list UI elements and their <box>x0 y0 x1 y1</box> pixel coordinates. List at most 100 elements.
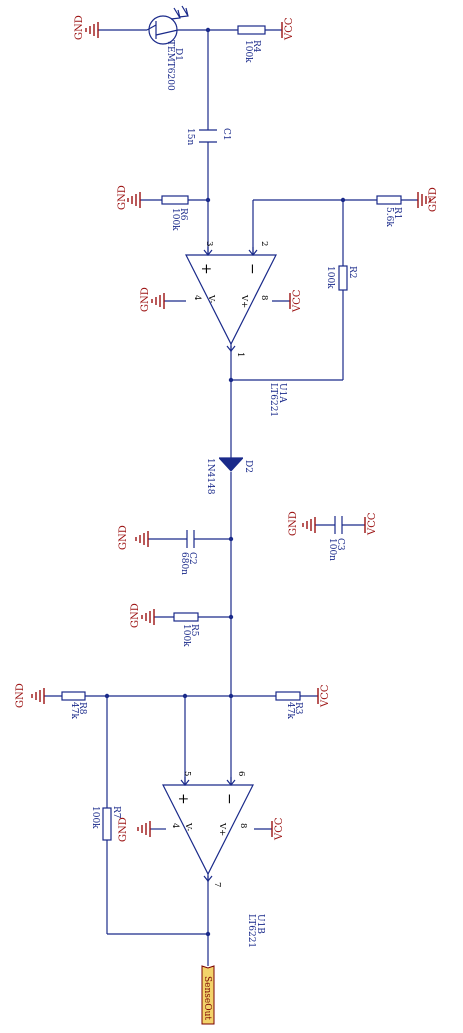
u1a-pin-out: 1 <box>235 352 245 357</box>
d2-diode: D2 1N4148 <box>205 457 253 495</box>
r2-resistor: R2 100k <box>325 265 357 291</box>
c2-capacitor: C2 680n <box>179 530 197 575</box>
vcc-label: VCC <box>274 817 285 841</box>
gnd-d1: GND <box>74 15 99 40</box>
r7-value: 100k <box>90 806 100 829</box>
u1a-ref: U1A <box>277 383 287 403</box>
u1b-pin-minus: 6 <box>236 771 246 776</box>
r8-value: 47k <box>69 702 79 719</box>
r2-value: 100k <box>325 266 335 289</box>
vcc-c3: VCC <box>364 512 378 536</box>
junction-dot <box>228 536 234 542</box>
u1b-plus-sign: + <box>175 793 191 805</box>
r8-resistor: R8 47k <box>61 691 87 719</box>
junction-dot <box>104 693 110 699</box>
gnd-u1a: GND <box>140 287 186 312</box>
u1b-ref: U1B <box>255 914 265 934</box>
vcc-u1a: VCC <box>272 289 303 313</box>
senseout-port: SenseOut <box>201 965 215 1025</box>
c1-capacitor: C1 15n <box>185 128 231 145</box>
u1b-pin-plus: 5 <box>182 771 192 776</box>
u1b-vneg-label: V- <box>183 822 193 831</box>
gnd-label: GND <box>130 603 141 628</box>
r3-resistor: R3 47k <box>275 691 303 719</box>
r6-ref: R6 <box>178 208 188 221</box>
r5-resistor: R5 100k <box>173 612 199 647</box>
u1a-minus-sign: − <box>244 263 260 275</box>
vcc-u1b: VCC <box>254 817 285 841</box>
gnd-label: GND <box>288 511 299 536</box>
r4-ref: R4 <box>251 40 261 53</box>
r2-ref: R2 <box>347 266 357 279</box>
gnd-label: GND <box>15 683 26 708</box>
vcc-label: VCC <box>320 684 331 708</box>
u1a-part: LT6221 <box>268 383 278 417</box>
c2-value: 680n <box>179 552 189 575</box>
u1a-vpos-label: V+ <box>239 294 249 308</box>
u1b-part: LT6221 <box>246 914 256 948</box>
vcc-r4: VCC <box>281 17 295 41</box>
vcc-label: VCC <box>284 17 295 41</box>
junction-dot <box>228 377 234 383</box>
gnd-label: GND <box>428 187 439 212</box>
r8-ref: R8 <box>77 702 87 715</box>
junction-dot <box>228 693 234 699</box>
r1-value: 5.6k <box>384 207 394 227</box>
gnd-u1b: GND <box>118 817 166 842</box>
gnd-label: GND <box>117 185 128 210</box>
r7-resistor: R7 100k <box>90 806 121 841</box>
d2-ref: D2 <box>243 460 253 473</box>
r6-value: 100k <box>170 208 180 231</box>
r7-ref: R7 <box>111 806 121 819</box>
gnd-label: GND <box>74 15 85 40</box>
c3-capacitor: C3 100n <box>327 516 345 561</box>
gnd-label: GND <box>118 817 129 842</box>
u1a-pin-vneg: 4 <box>192 295 202 300</box>
vcc-label: VCC <box>292 289 303 313</box>
c3-ref: C3 <box>335 538 345 551</box>
r3-ref: R3 <box>293 702 303 715</box>
junction-dot <box>340 197 346 203</box>
r3-value: 47k <box>285 702 295 719</box>
vcc-r3: VCC <box>317 684 331 708</box>
gnd-c3: GND <box>288 511 316 536</box>
u1a-pin-vpos: 8 <box>259 295 269 300</box>
u1b-pin-vpos: 8 <box>238 823 248 828</box>
u1a-pin-plus: 3 <box>204 241 214 246</box>
u1a-pin-minus: 2 <box>259 241 269 246</box>
r1-resistor: R1 5.6k <box>376 195 402 227</box>
r4-resistor: R4 100k <box>237 25 266 63</box>
u1b-vpos-label: V+ <box>217 822 227 836</box>
junctions <box>104 27 346 937</box>
d1-ref: D1 <box>173 48 183 61</box>
junction-dot <box>205 931 211 937</box>
gnd-r8: GND <box>15 683 45 708</box>
d1-phototransistor: D1 TEMT6200 <box>146 5 189 91</box>
u1a-vneg-label: V- <box>206 294 216 303</box>
r5-ref: R5 <box>189 624 199 637</box>
u1b-minus-sign: − <box>221 793 237 805</box>
c1-value: 15n <box>185 128 195 145</box>
u1b-opamp: 5 6 4 8 7 + − V- V+ U1B LT6221 <box>162 771 265 948</box>
port-label: SenseOut <box>202 976 212 1020</box>
d2-part: 1N4148 <box>205 458 215 495</box>
u1a-plus-sign: + <box>198 263 214 275</box>
vcc-label: VCC <box>367 512 378 536</box>
c2-ref: C2 <box>187 552 197 565</box>
r6-resistor: R6 100k <box>161 195 189 231</box>
gnd-r5: GND <box>130 603 155 628</box>
c1-ref: C1 <box>221 128 231 141</box>
u1b-pin-vneg: 4 <box>170 823 180 828</box>
d1-part: TEMT6200 <box>165 40 175 91</box>
c3-value: 100n <box>327 538 337 561</box>
r4-value: 100k <box>243 40 253 63</box>
u1b-pin-out: 7 <box>212 882 222 887</box>
r5-value: 100k <box>181 624 191 647</box>
u1a-opamp: 3 2 4 8 1 + − V- V+ U1A LT6221 <box>185 241 287 417</box>
junction-dot <box>182 693 188 699</box>
junction-dot <box>205 27 211 33</box>
gnd-c2: GND <box>118 525 149 550</box>
junction-dot <box>228 614 234 620</box>
